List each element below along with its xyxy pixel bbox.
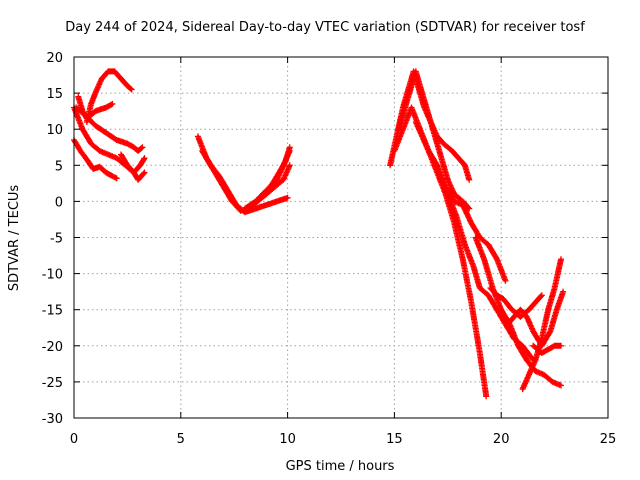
series-markers [83,68,135,125]
series-markers [504,288,567,349]
series-arc-15 [438,176,537,364]
y-tick-label: -5 [50,232,63,247]
y-axis-label: SDTVAR / TECUs [7,185,22,292]
chart-title: Day 244 of 2024, Sidereal Day-to-day VTE… [65,20,585,35]
series-markers [199,147,291,216]
x-tick-label: 15 [386,432,403,447]
series-arc-5 [83,68,135,125]
axis-ticks: 0 5 10 15 20 25 -30 -25 -20 -15 -10 -5 0 5 10 15 20 [42,51,617,447]
x-tick-label: 5 [177,432,185,447]
x-tick-label: 20 [493,432,510,447]
y-tick-label: -30 [42,412,63,427]
y-tick-label: -25 [42,376,63,391]
series-arc-6 [118,151,148,183]
y-tick-label: -15 [42,304,63,319]
series-arc-13 [391,104,490,400]
series-markers [391,104,490,400]
series-arc-10 [263,144,293,198]
x-axis-label: GPS time / hours [286,459,395,474]
y-tick-label: 0 [55,195,63,210]
series-markers [438,176,537,364]
y-tick-label: 10 [46,123,63,138]
y-tick-label: 15 [46,87,63,102]
series-markers [519,256,564,393]
series-markers [487,285,545,320]
data-points [71,68,567,400]
series-arc-20 [530,342,564,356]
x-tick-label: 25 [600,432,617,447]
series-arc-8 [199,147,291,216]
series-markers [530,342,564,356]
series-markers [395,68,473,212]
y-tick-label: 20 [46,51,63,66]
series-markers [263,144,293,198]
series-arc-19 [519,256,564,393]
series-arc-17 [487,285,545,320]
x-tick-label: 10 [279,432,296,447]
series-arc-12 [395,68,473,212]
y-tick-label: 5 [55,159,63,174]
y-tick-label: -20 [42,340,63,355]
series-arc-18 [504,288,567,349]
series-markers [118,151,148,183]
grid [74,57,608,418]
x-tick-label: 0 [70,432,78,447]
y-tick-label: -10 [42,268,63,283]
